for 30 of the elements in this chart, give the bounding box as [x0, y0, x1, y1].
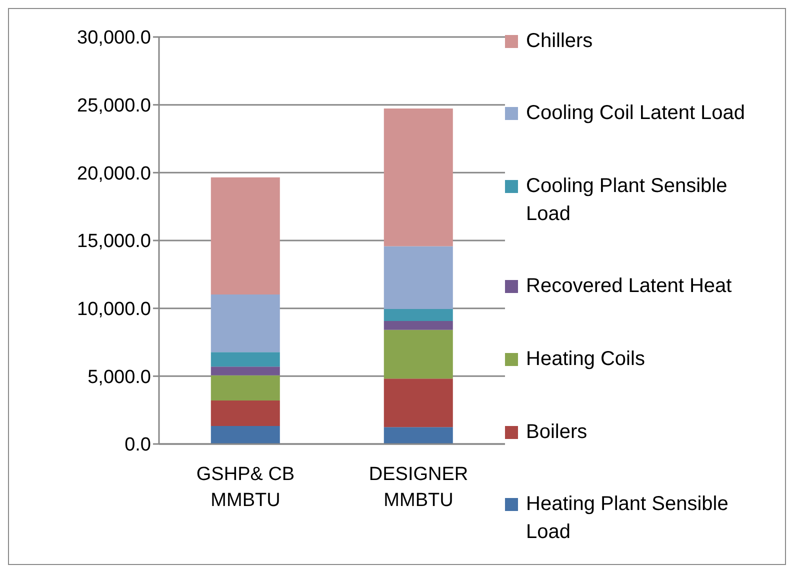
x-tick-label: DESIGNER MMBTU — [368, 464, 468, 511]
bar — [384, 246, 453, 310]
bar — [384, 378, 453, 428]
bar — [210, 426, 280, 444]
legend-label: Boilers — [526, 420, 588, 445]
legend-label: Chillers — [526, 28, 594, 54]
bar — [210, 294, 280, 352]
bar — [384, 427, 453, 444]
x-tick-label: GSHP& CB MMBTU — [196, 464, 295, 511]
bar — [210, 366, 280, 376]
y-tick-label: 10,000.0 — [77, 299, 151, 320]
y-tick-label: 5,000.0 — [88, 366, 151, 388]
y-tick-label: 25,000.0 — [77, 96, 151, 117]
bar — [384, 108, 453, 246]
bar — [384, 330, 453, 379]
bar — [210, 177, 280, 294]
y-tick-label: 15,000.0 — [77, 231, 151, 252]
bar — [384, 309, 453, 321]
y-tick-label: 30,000.0 — [77, 28, 151, 49]
bar — [384, 320, 453, 330]
legend-label: Cooling Coil Latent Load — [526, 101, 746, 126]
legend-label: Recovered Latent Heat — [526, 274, 733, 300]
y-tick-label: 0.0 — [124, 434, 151, 456]
legend-label: Cooling Plant Sensible Load — [526, 174, 728, 227]
bar — [210, 352, 280, 367]
legend-label: Heating Coils — [526, 347, 646, 372]
legend-label: Heating Plant Sensible Load — [526, 492, 730, 546]
bar — [210, 400, 280, 426]
bar — [210, 375, 280, 400]
y-tick-label: 20,000.0 — [77, 163, 151, 184]
